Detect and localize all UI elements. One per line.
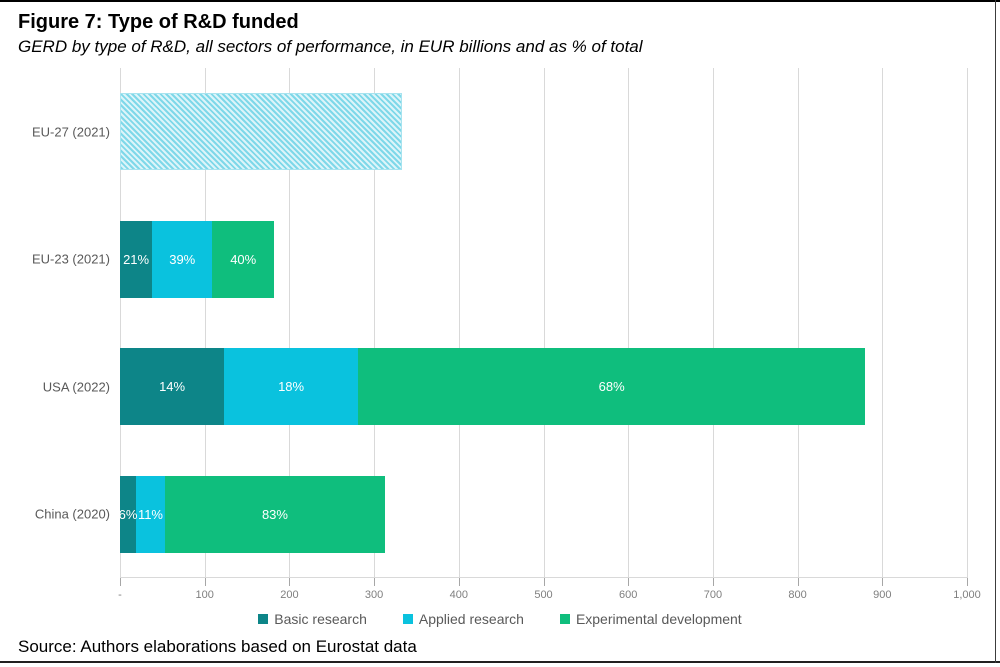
- bar-segment-experimental-development: 83%: [164, 475, 386, 553]
- gridline: [120, 68, 121, 578]
- x-tick-label: 200: [280, 589, 299, 601]
- bar-segment-basic-research: 21%: [120, 220, 153, 298]
- legend-item: Applied research: [402, 611, 524, 627]
- x-tick-label: 300: [364, 589, 384, 601]
- top-rule: [0, 0, 1000, 2]
- segment-percent-label: 21%: [123, 251, 150, 267]
- legend: Basic research Applied research Experiment…: [0, 611, 1000, 627]
- x-tick-label: 700: [703, 589, 723, 601]
- segment-percent-label: 14%: [159, 379, 186, 395]
- gridline: [967, 68, 968, 578]
- bar-stacked: 14% 18% 68%: [120, 348, 866, 426]
- x-tick-label: 100: [195, 589, 214, 601]
- category-label: EU-27 (2021): [31, 124, 110, 140]
- legend-swatch: [402, 614, 413, 624]
- bar-segment-basic-research: 6%: [118, 475, 138, 553]
- bottom-rule: [0, 661, 1000, 663]
- x-tick: [374, 578, 376, 586]
- bar-segment-experimental-development: 68%: [357, 348, 866, 426]
- legend-item: Basic research: [258, 611, 367, 627]
- x-tick: [712, 578, 714, 586]
- x-tick-label: -: [118, 589, 122, 601]
- x-tick: [543, 578, 545, 586]
- x-tick: [967, 578, 968, 586]
- figure-title: Figure 7: Type of R&D funded: [18, 11, 299, 33]
- category-labels: EU-27 (2021) EU-23 (2021) USA (2022) China …: [0, 68, 110, 578]
- bar-segment-experimental-development: 40%: [212, 220, 275, 298]
- segment-percent-label: 68%: [598, 379, 625, 395]
- x-tick: [120, 578, 121, 586]
- gridline: [543, 68, 545, 578]
- category-label: USA (2022): [42, 379, 110, 395]
- x-tick-label: 800: [788, 589, 807, 601]
- category-label: EU-23 (2021): [31, 251, 110, 267]
- bar-segment-applied-research: 39%: [152, 220, 213, 298]
- legend-item: Experimental development: [559, 611, 742, 627]
- gridline: [458, 68, 460, 578]
- gridline: [882, 68, 884, 578]
- x-tick-label: 400: [449, 589, 468, 601]
- segment-percent-label: 18%: [278, 379, 305, 395]
- plot-area: 21% 39% 40% 14% 18% 68% 6% 11% 83%: [118, 68, 968, 579]
- bar-stacked: 6% 11% 83%: [118, 475, 386, 553]
- x-tick: [458, 578, 460, 586]
- x-tick: [797, 578, 799, 586]
- bar-row: 14% 18% 68%: [120, 323, 967, 451]
- bar-stacked: 21% 39% 40%: [120, 220, 275, 298]
- x-axis-line: [120, 577, 967, 578]
- x-tick: [289, 578, 291, 586]
- gridline: [797, 68, 799, 578]
- x-tick: [204, 578, 206, 586]
- gridline: [289, 68, 291, 578]
- gridline: [204, 68, 206, 578]
- bar-segment-basic-research: 14%: [120, 348, 225, 426]
- gridline: [712, 68, 714, 578]
- right-rule: [995, 0, 996, 663]
- segment-percent-label: 39%: [169, 251, 196, 267]
- x-tick: [882, 578, 884, 586]
- bar-row: 6% 11% 83%: [118, 451, 967, 579]
- category-label: China (2020): [34, 506, 110, 522]
- figure-subtitle: GERD by type of R&D, all sectors of perf…: [18, 37, 643, 56]
- bars-layer: 21% 39% 40% 14% 18% 68% 6% 11% 83%: [118, 68, 967, 579]
- bar-row: [120, 68, 967, 196]
- legend-label: Basic research: [274, 611, 367, 627]
- x-tick: [628, 578, 630, 586]
- gridline: [628, 68, 630, 578]
- x-tick-label: 600: [619, 589, 638, 601]
- bar-segment-applied-research: 11%: [136, 475, 165, 553]
- legend-swatch: [559, 614, 570, 624]
- legend-label: Applied research: [418, 611, 524, 627]
- segment-percent-label: 6%: [118, 506, 138, 522]
- segment-percent-label: 40%: [230, 251, 257, 267]
- x-tick-label: 500: [534, 589, 553, 601]
- legend-label: Experimental development: [575, 611, 742, 627]
- bar-row: 21% 39% 40%: [120, 196, 967, 324]
- legend-swatch: [258, 614, 269, 624]
- segment-percent-label: 83%: [261, 506, 288, 522]
- bar-hatched: [120, 93, 403, 171]
- x-tick-label: 1,000: [953, 589, 981, 601]
- x-axis: - 100 200 300 400 500 600 700 800 900 1,000: [118, 578, 981, 606]
- segment-percent-label: 11%: [137, 506, 163, 522]
- bar-segment-applied-research: 18%: [224, 348, 358, 426]
- source-note: Source: Authors elaborations based on Eu…: [18, 637, 417, 656]
- gridline: [374, 68, 376, 578]
- x-tick-label: 900: [873, 589, 892, 601]
